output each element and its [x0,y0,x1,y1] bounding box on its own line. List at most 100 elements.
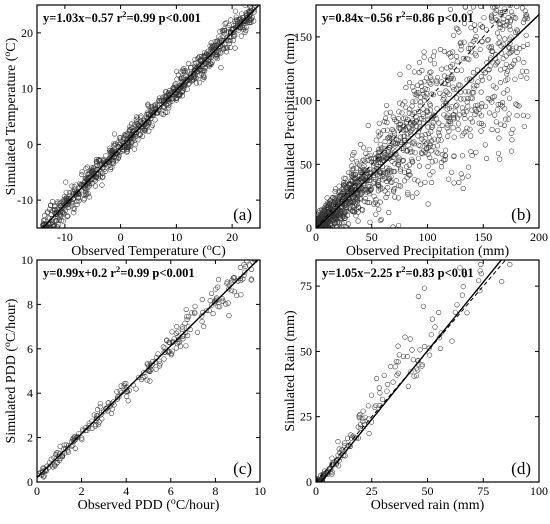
data-point [172,89,178,95]
data-point [484,155,490,162]
data-point [513,15,519,21]
data-point [242,263,248,270]
data-point [428,81,434,87]
data-point [110,399,116,405]
data-point [349,163,355,169]
data-point [55,224,61,228]
data-point [127,124,133,130]
data-point [424,109,430,115]
data-point [225,24,231,30]
data-point [392,186,398,192]
data-point [425,151,431,157]
data-point [54,224,60,228]
data-point [437,132,443,139]
data-point [462,272,468,278]
data-point [330,217,336,223]
data-point [419,151,425,157]
data-point [90,164,96,170]
data-point [83,192,89,198]
data-point [437,90,443,96]
data-point [101,158,107,164]
data-point [157,361,163,367]
data-point [454,86,460,92]
data-point [389,179,395,185]
data-point [421,79,427,85]
data-point [237,264,243,271]
data-point [379,185,385,191]
data-point [371,193,377,199]
panel-label: (a) [233,205,252,224]
data-point [473,102,479,108]
y-tick-label: -10 [17,193,33,207]
data-point [124,131,130,137]
data-point [498,121,504,127]
data-point [377,199,383,205]
data-point [238,292,244,298]
data-point [502,36,508,42]
data-point [450,62,456,68]
data-point [422,179,428,185]
panel-c: 0 2 4 6 8 10 0 2 4 6 8 10 Observed PDD (oC/hour) Simu… [2,253,267,513]
data-point [184,86,190,92]
data-point [377,142,383,148]
data-point [236,260,240,261]
data-point [416,163,423,169]
data-point [371,201,377,207]
data-point [435,130,442,136]
data-point [397,100,403,106]
data-point [427,135,433,141]
data-point [126,387,132,394]
data-point [405,190,411,196]
data-point [174,68,180,74]
data-point [101,408,107,414]
data-point [62,202,68,208]
data-point [375,129,381,135]
data-point [357,425,363,431]
x-tick-label: 0 [313,230,319,244]
data-point [395,162,401,168]
data-point [244,260,250,264]
data-point [373,197,379,203]
data-point [421,98,428,104]
data-point [489,18,495,24]
data-point [485,37,491,43]
data-point [231,274,237,280]
data-point [89,425,95,431]
data-point [434,106,440,112]
data-point [480,24,486,30]
data-point [113,158,119,164]
data-point [402,133,408,139]
data-point [129,121,135,127]
data-point [384,127,390,133]
data-point [160,94,166,100]
x-tick-label: 6 [168,484,174,498]
data-point [336,212,342,218]
data-point [478,104,484,110]
data-point [508,34,514,40]
data-point [479,77,486,83]
data-point [100,174,106,180]
data-point [42,213,48,219]
data-point [385,190,391,196]
data-point [429,91,435,97]
data-point [200,76,206,82]
data-point [451,112,457,118]
data-point [444,65,450,71]
data-point [182,69,188,75]
data-point [336,183,342,189]
data-point [459,175,465,181]
data-point [186,78,193,84]
data-point [83,428,89,434]
data-point [95,422,101,428]
data-point [75,195,82,201]
data-point [387,109,393,115]
data-point [317,207,323,214]
data-point [324,204,330,210]
data-point [523,32,529,38]
data-point [214,52,220,58]
data-point [430,143,436,150]
data-point [407,336,413,342]
data-point [468,77,474,83]
data-point [102,162,108,168]
data-point [352,171,359,177]
